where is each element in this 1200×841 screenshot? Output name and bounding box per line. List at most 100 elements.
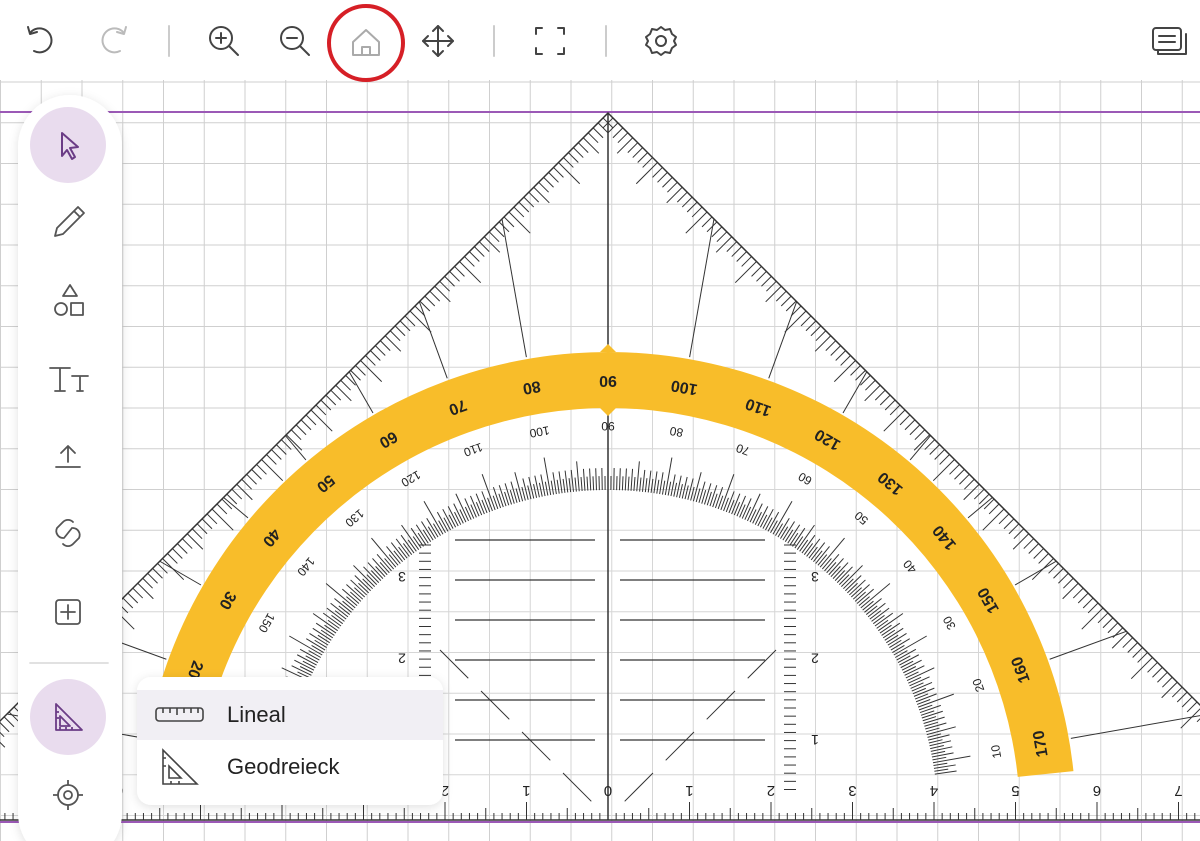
protractor-tick — [919, 704, 941, 714]
edge-tick — [800, 315, 812, 327]
notes-button[interactable] — [1152, 27, 1187, 55]
protractor-tick — [667, 481, 672, 496]
edge-tick — [810, 325, 822, 337]
edge-tick — [394, 325, 406, 337]
protractor-tick — [801, 534, 816, 554]
edge-tick — [518, 201, 530, 213]
menu-item-active[interactable] — [137, 690, 443, 740]
redo-button[interactable] — [101, 26, 127, 54]
protractor-tick — [470, 495, 480, 517]
shapes-tool[interactable] — [54, 284, 84, 316]
protractor-tick — [739, 504, 746, 518]
edge-tick — [206, 513, 218, 525]
edge-tick — [389, 330, 401, 342]
edge-tick — [355, 365, 366, 376]
undo-button[interactable] — [27, 26, 53, 54]
menu-item-label[interactable]: Geodreieck — [227, 754, 341, 779]
protractor-tick — [927, 733, 942, 738]
ruler-label: 2 — [441, 782, 449, 799]
protractor-tick — [386, 546, 401, 564]
locate-tool[interactable] — [53, 780, 83, 810]
inner-scale-label: 80 — [668, 424, 684, 440]
edge-tick — [503, 216, 515, 228]
settings-button[interactable] — [645, 26, 677, 56]
protractor-tick — [725, 491, 735, 513]
edge-tick — [761, 275, 772, 287]
edge-tick — [498, 221, 510, 233]
edge-tick — [1048, 563, 1059, 574]
select-tool-active[interactable] — [30, 107, 106, 183]
height-scale-label: 1 — [811, 732, 819, 748]
link-tool[interactable] — [55, 519, 81, 547]
edge-tick — [884, 399, 896, 411]
edge-tick — [375, 345, 386, 356]
upload-tool[interactable] — [55, 445, 81, 468]
protractor-tick — [731, 493, 741, 515]
zoom-in-button[interactable] — [209, 26, 239, 56]
add-tool[interactable] — [55, 599, 81, 625]
edge-tick — [553, 167, 564, 178]
edge-tick — [785, 300, 797, 312]
edge-tick — [627, 142, 639, 153]
edge-tick — [1152, 667, 1163, 678]
edge-tick — [548, 172, 559, 183]
protractor-tick — [826, 562, 837, 574]
edge-tick — [865, 379, 876, 391]
protractor-tick — [744, 506, 752, 520]
protractor-tick — [900, 660, 914, 669]
protractor-tick — [308, 650, 322, 658]
protractor-tick — [556, 479, 560, 494]
protractor-tick — [317, 634, 330, 644]
edge-tick — [612, 127, 624, 139]
protractor-tick — [417, 532, 427, 546]
edge-tick — [766, 280, 777, 292]
protractor-tick — [932, 755, 971, 764]
protractor-tick — [492, 495, 499, 510]
protractor-tick — [432, 523, 441, 536]
protractor-tick — [932, 756, 947, 761]
fullscreen-button[interactable] — [535, 27, 565, 55]
edge-tick — [315, 404, 327, 416]
protractor-tick — [886, 634, 899, 644]
zoom-out-button[interactable] — [280, 26, 310, 56]
edge-tick — [1097, 612, 1109, 624]
edge-tick — [295, 424, 307, 436]
protractor-tick — [370, 570, 382, 581]
edge-tick — [731, 246, 742, 257]
edge-tick — [152, 568, 163, 579]
protractor-tick — [803, 543, 814, 556]
protractor-tick — [723, 497, 729, 512]
edge-tick — [963, 483, 980, 501]
edge-tick — [1012, 533, 1030, 550]
protractor-tick — [570, 469, 575, 492]
edge-tick — [577, 142, 589, 153]
protractor-tick — [687, 478, 694, 500]
menu-item-label[interactable]: Lineal — [227, 702, 286, 727]
protractor-tick — [934, 770, 957, 775]
home-button[interactable] — [352, 29, 380, 56]
edge-tick — [1162, 676, 1173, 688]
pen-tool[interactable] — [54, 206, 85, 237]
protractor-tick — [552, 472, 557, 495]
edge-tick — [310, 409, 333, 432]
edge-tick — [1102, 617, 1114, 629]
edge-tick — [439, 280, 450, 292]
edge-tick — [833, 360, 856, 383]
protractor-tick — [749, 509, 757, 523]
protractor-tick — [828, 558, 844, 576]
height-scale-label: 2 — [811, 650, 819, 666]
protractor-tick — [670, 474, 676, 497]
edge-tick — [8, 711, 20, 723]
protractor-tick — [568, 478, 572, 493]
edge-tick — [1062, 582, 1079, 600]
protractor-tick — [398, 546, 408, 559]
edge-tick — [978, 493, 990, 505]
protractor-tick — [849, 579, 866, 596]
protractor-tick — [442, 508, 454, 529]
text-tool[interactable] — [49, 367, 89, 392]
pan-button[interactable] — [422, 25, 454, 57]
protractor-tick — [862, 600, 874, 611]
edge-tick — [305, 414, 317, 426]
protractor-tick — [296, 654, 317, 666]
